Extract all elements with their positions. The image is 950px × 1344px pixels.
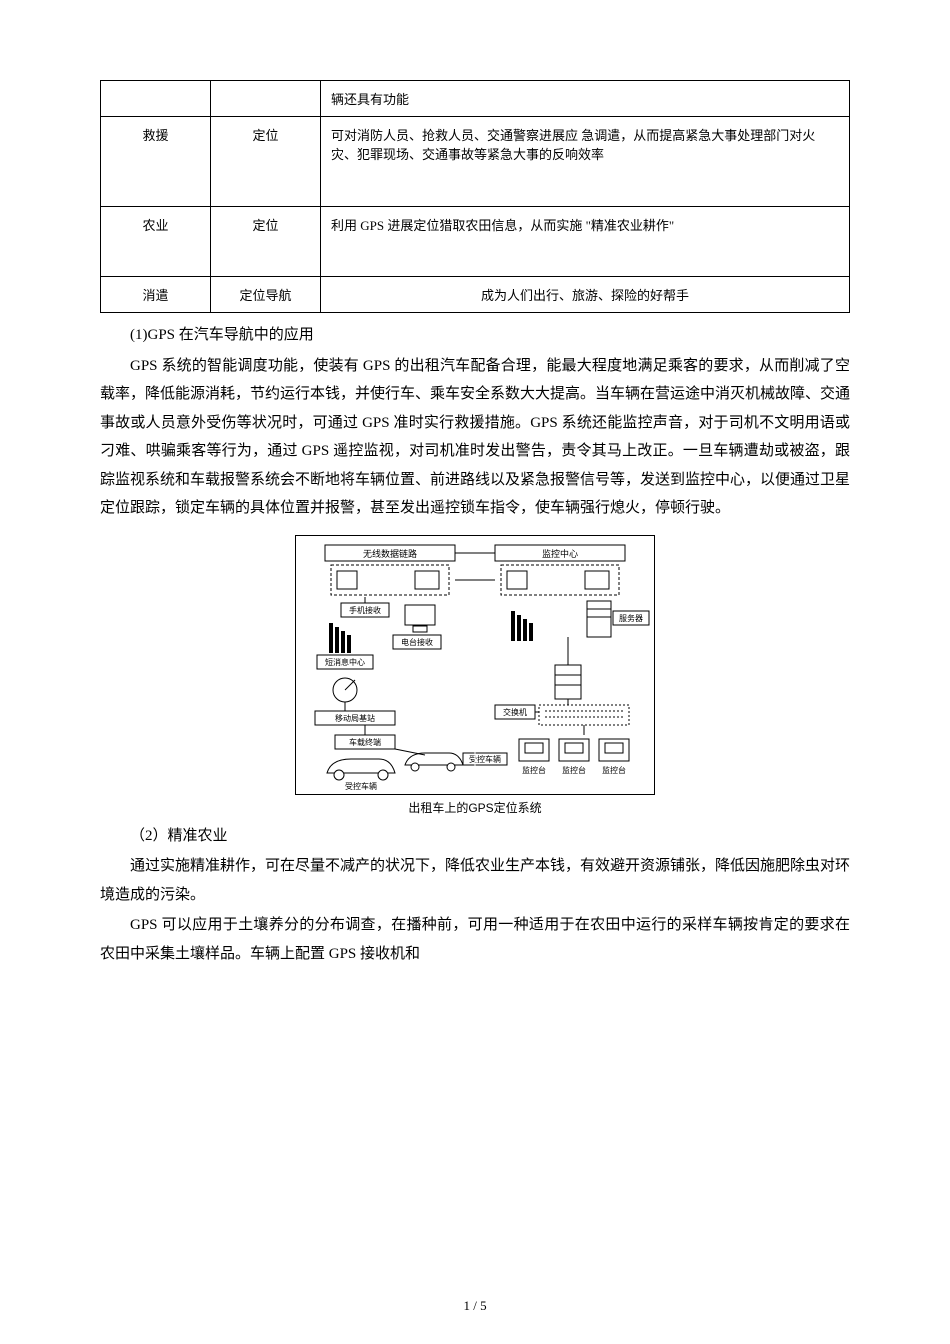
label-switch: 交换机	[503, 707, 527, 717]
label-center: 监控中心	[542, 548, 578, 559]
label-console1: 监控台	[522, 765, 546, 775]
table-cell: 定位	[211, 207, 321, 277]
label-radio: 电台接收	[401, 637, 433, 647]
label-wireless: 无线数据链路	[363, 548, 417, 559]
page-total: 5	[480, 1298, 487, 1313]
section-title: (1)GPS 在汽车导航中的应用	[100, 321, 850, 350]
section-title: （2）精准农业	[100, 822, 850, 851]
table-cell	[101, 81, 211, 117]
label-ctrlcar2: 受控车辆	[345, 781, 377, 791]
page-sep: /	[470, 1298, 480, 1313]
table-cell	[211, 81, 321, 117]
page-number: 1 / 5	[0, 1298, 950, 1314]
label-phone: 手机接收	[349, 605, 381, 615]
label-server: 服务器	[619, 613, 643, 623]
label-terminal: 车载终端	[349, 737, 381, 747]
label-sms: 短消息中心	[325, 657, 365, 667]
label-ctrlcar: 受控车辆	[469, 754, 501, 764]
label-console2: 监控台	[562, 765, 586, 775]
table-cell: 利用 GPS 进展定位猎取农田信息，从而实施 "精准农业耕作"	[321, 207, 850, 277]
table-cell: 农业	[101, 207, 211, 277]
label-base: 移动局基站	[335, 713, 375, 723]
table-cell: 消遣	[101, 277, 211, 313]
table-cell: 成为人们出行、旅游、探险的好帮手	[321, 277, 850, 313]
gps-app-table: 辆还具有功能 救援 定位 可对消防人员、抢救人员、交通警察进展应 急调遣，从而提…	[100, 80, 850, 313]
section-body: 通过实施精准耕作，可在尽量不减产的状况下，降低农业生产本钱，有效避开资源铺张，降…	[100, 852, 850, 909]
table-cell: 定位导航	[211, 277, 321, 313]
page-content: 辆还具有功能 救援 定位 可对消防人员、抢救人员、交通警察进展应 急调遣，从而提…	[100, 80, 850, 968]
diagram-caption: 出租车上的GPS定位系统	[295, 799, 655, 816]
section-body: GPS 系统的智能调度功能，使装有 GPS 的出租汽车配备合理，能最大程度地满足…	[100, 352, 850, 523]
table-cell: 可对消防人员、抢救人员、交通警察进展应 急调遣，从而提高紧急大事处理部门对火灾、…	[321, 117, 850, 207]
table-cell: 定位	[211, 117, 321, 207]
gps-system-diagram: 无线数据链路 手机接收 电台接收 短消息中心	[295, 535, 655, 816]
label-console3: 监控台	[602, 765, 626, 775]
section-body: GPS 可以应用于土壤养分的分布调查，在播种前，可用一种适用于在农田中运行的采样…	[100, 911, 850, 968]
table-cell: 救援	[101, 117, 211, 207]
table-cell: 辆还具有功能	[321, 81, 850, 117]
